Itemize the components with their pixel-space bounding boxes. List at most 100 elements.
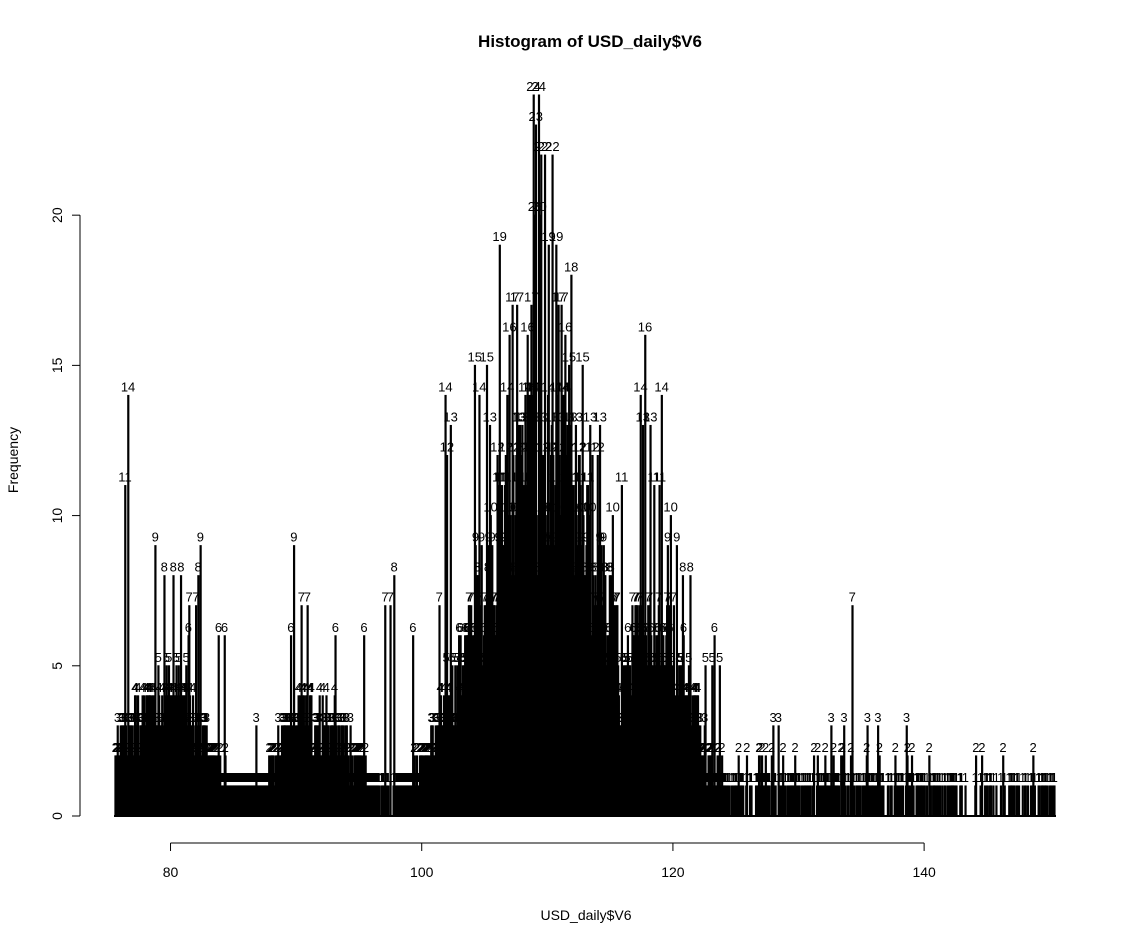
bar-count-label: 1 <box>345 770 352 785</box>
bar-count-label: 1 <box>879 770 886 785</box>
bar-count-label: 2 <box>337 740 344 755</box>
bar-count-label: 1 <box>850 770 857 785</box>
bar-count-label: 1 <box>364 770 371 785</box>
bar-count-label: 7 <box>614 590 621 605</box>
bar-count-label: 8 <box>601 560 608 575</box>
bar-count-label: 1 <box>256 770 263 785</box>
bar-count-label: 1 <box>726 770 733 785</box>
bar-count-label: 8 <box>510 560 517 575</box>
bar-count-label: 3 <box>441 710 448 725</box>
bar-count-label: 2 <box>779 740 786 755</box>
bar-count-label: 2 <box>285 740 292 755</box>
bar-count-label: 3 <box>158 710 165 725</box>
bar-count-label: 1 <box>1024 770 1031 785</box>
bar-count-label: 1 <box>722 770 729 785</box>
bar-count-label: 1 <box>835 770 842 785</box>
bar-count-label: 7 <box>387 590 394 605</box>
bar-count-label: 1 <box>794 770 801 785</box>
bar-count-label: 2 <box>118 740 125 755</box>
histogram-bar <box>378 785 381 817</box>
bar-count-label: 1 <box>255 770 262 785</box>
bar-count-label: 1 <box>753 770 760 785</box>
bar-count-label: 3 <box>427 710 434 725</box>
bar-count-label: 1 <box>855 770 862 785</box>
bar-count-label: 5 <box>155 650 162 665</box>
bar-count-label: 1 <box>373 770 380 785</box>
bar-count-label: 1 <box>398 770 405 785</box>
bar-count-label: 8 <box>574 560 581 575</box>
bar-count-label: 7 <box>511 590 518 605</box>
histogram-bar <box>990 785 993 817</box>
bar-count-label: 1 <box>782 770 789 785</box>
bar-count-label: 2 <box>129 740 136 755</box>
bar-count-label: 1 <box>350 770 357 785</box>
bar-count-label: 4 <box>656 680 663 695</box>
bar-count-label: 2 <box>422 740 429 755</box>
bar-count-label: 1 <box>763 770 770 785</box>
bar-count-label: 2 <box>176 740 183 755</box>
bar-count-label: 1 <box>1039 770 1046 785</box>
bar-count-label: 1 <box>754 770 761 785</box>
bar-count-label: 11 <box>118 470 132 485</box>
bar-count-label: 7 <box>550 590 557 605</box>
bar-count-label: 1 <box>907 770 914 785</box>
bar-count-label: 10 <box>582 500 596 515</box>
bar-count-label: 1 <box>271 770 278 785</box>
bar-count-label: 5 <box>598 650 605 665</box>
bar-count-label: 3 <box>449 710 456 725</box>
bar-count-label: 1 <box>1042 770 1049 785</box>
bar-count-label: 3 <box>338 710 345 725</box>
bar-count-label: 2 <box>999 740 1006 755</box>
histogram-bar <box>812 755 816 817</box>
bar-count-label: 2 <box>317 740 324 755</box>
bar-count-label: 1 <box>717 770 724 785</box>
bar-count-label: 4 <box>691 680 698 695</box>
bar-count-label: 1 <box>414 770 421 785</box>
bar-count-label: 8 <box>534 560 541 575</box>
bar-count-label: 2 <box>299 740 306 755</box>
bar-count-label: 3 <box>203 710 210 725</box>
histogram-bar <box>1021 785 1024 817</box>
bar-count-label: 6 <box>665 620 672 635</box>
bar-count-label: 1 <box>257 770 264 785</box>
bar-count-label: 1 <box>971 770 978 785</box>
bar-count-label: 5 <box>614 650 621 665</box>
bar-count-label: 1 <box>721 770 728 785</box>
bar-count-label: 1 <box>780 770 787 785</box>
bar-count-label: 1 <box>895 770 902 785</box>
bar-count-label: 11 <box>549 470 563 485</box>
bar-count-label: 6 <box>663 620 670 635</box>
y-tick-label: 10 <box>49 508 65 524</box>
bar-count-label: 4 <box>627 680 634 695</box>
bar-count-label: 7 <box>590 590 597 605</box>
bar-count-label: 3 <box>434 710 441 725</box>
bar-count-label: 5 <box>652 650 659 665</box>
bar-count-label: 2 <box>116 740 123 755</box>
bar-count-label: 17 <box>551 289 565 304</box>
bar-count-label: 4 <box>684 680 691 695</box>
bar-count-label: 2 <box>687 740 694 755</box>
bar-count-label: 3 <box>638 710 645 725</box>
bar-count-label: 3 <box>292 710 299 725</box>
bar-count-label: 3 <box>429 710 436 725</box>
bar-count-label: 1 <box>746 770 753 785</box>
bar-count-label: 1 <box>825 770 832 785</box>
bar-count-label: 2 <box>317 740 324 755</box>
bar-count-label: 1 <box>407 770 414 785</box>
bar-count-label: 5 <box>165 650 172 665</box>
bar-count-label: 15 <box>575 349 589 364</box>
bar-count-label: 7 <box>192 590 199 605</box>
bar-count-label: 1 <box>938 770 945 785</box>
histogram-bar <box>784 785 787 817</box>
x-tick-label: 80 <box>163 864 179 880</box>
bar-count-label: 1 <box>702 770 709 785</box>
bar-count-label: 7 <box>599 590 606 605</box>
bar-count-label: 1 <box>947 770 954 785</box>
bar-count-label: 12 <box>490 440 504 455</box>
bar-count-label: 11 <box>653 470 667 485</box>
y-axis: 0 5 10 15 20 <box>49 207 81 820</box>
bar-count-label: 5 <box>482 650 489 665</box>
bar-count-label: 1 <box>732 770 739 785</box>
bar-count-label: 3 <box>671 710 678 725</box>
bar-count-label: 4 <box>168 680 175 695</box>
